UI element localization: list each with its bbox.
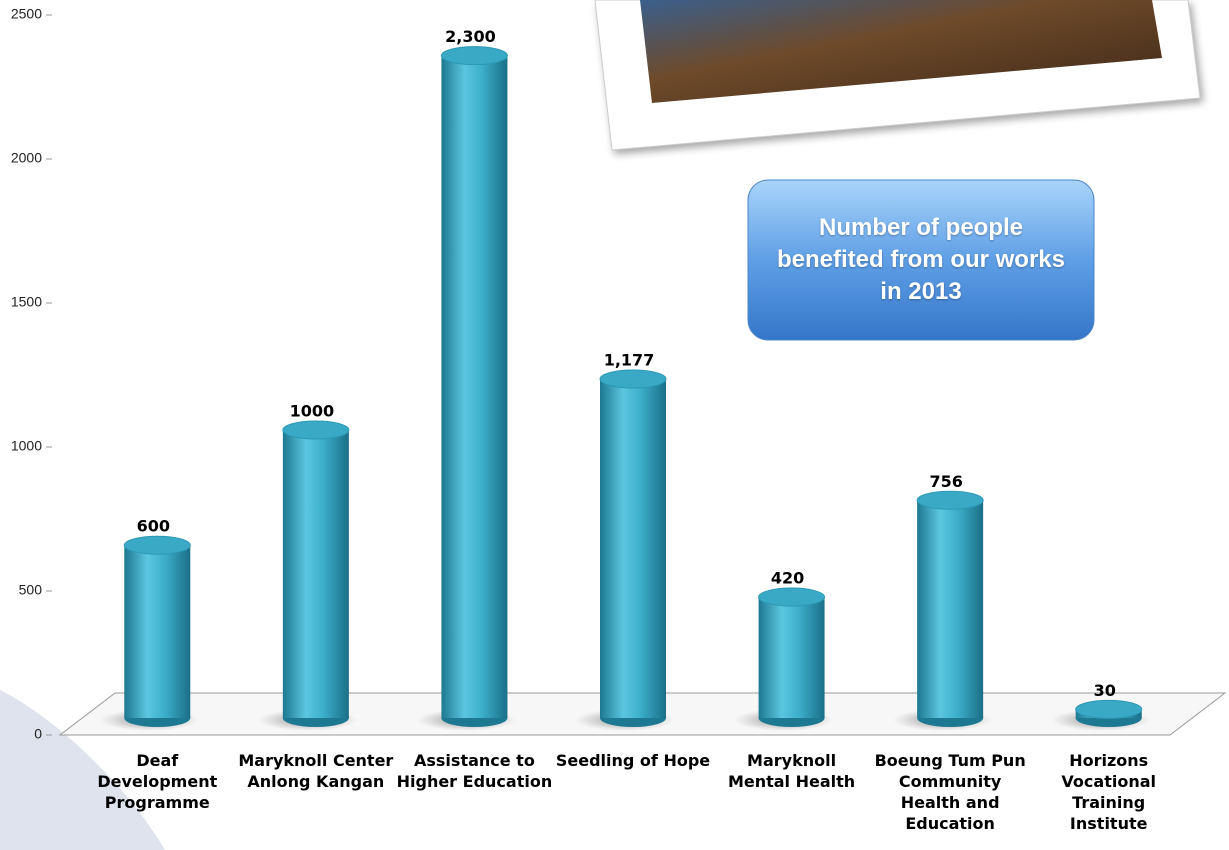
callout-box: [747, 179, 1095, 341]
y-tick-label: 1500: [11, 294, 42, 310]
callout: Number of people benefited from our work…: [776, 214, 1066, 305]
x-tick-label: Assistance to Higher Education: [396, 751, 553, 791]
bar: [441, 55, 508, 719]
x-tick-label: Horizons Vocational Training Institute: [1061, 751, 1156, 833]
x-tick-label-box: Horizons Vocational Training Institute: [1061, 751, 1156, 833]
value-label: 600: [137, 517, 170, 536]
bar: [124, 545, 191, 718]
value-label: 1000: [290, 402, 335, 421]
x-tick-label-box: Deaf Development Programme: [97, 751, 218, 812]
bar-cap: [758, 587, 826, 607]
y-tick-label: 2000: [11, 150, 42, 166]
y-tick-label: 0: [34, 726, 42, 742]
bar: [917, 500, 984, 718]
y-tick-label: 2500: [11, 6, 42, 22]
x-tick-label-box: Maryknoll Mental Health: [727, 751, 856, 791]
value-label: 756: [929, 472, 962, 491]
value-label: 2,300: [445, 27, 496, 46]
y-tick-label: 500: [19, 582, 43, 598]
y-tick-label: 1000: [11, 438, 42, 454]
x-tick-label: Maryknoll Center Anlong Kangan: [238, 751, 394, 791]
photo: [640, 0, 1162, 103]
bar-cap: [599, 369, 667, 389]
x-tick-label-box: Maryknoll Center Anlong Kangan: [238, 751, 394, 791]
value-label: 420: [771, 569, 804, 588]
chart-title: Number of people benefited from our work…: [776, 214, 1066, 305]
bar-cap: [282, 420, 350, 440]
bar-cap: [123, 535, 191, 555]
x-tick-label-box: Seedling of Hope: [555, 751, 711, 770]
x-tick-label: Boeung Tum Pun Community Health and Educ…: [874, 751, 1026, 833]
x-tick-label-box: Assistance to Higher Education: [396, 751, 553, 791]
x-tick-label: Deaf Development Programme: [97, 751, 218, 812]
decoration: [0, 690, 165, 850]
bar-cap: [916, 490, 984, 510]
bar-cap: [1075, 699, 1143, 719]
bar: [600, 379, 666, 718]
x-tick-label-box: Boeung Tum Pun Community Health and Educ…: [874, 751, 1026, 833]
x-tick-label: Seedling of Hope: [555, 751, 711, 770]
value-label: 30: [1094, 681, 1116, 700]
bar: [758, 597, 825, 718]
bar-cap: [440, 46, 508, 66]
value-label: 1,177: [604, 351, 655, 370]
x-tick-label: Maryknoll Mental Health: [727, 751, 856, 791]
bar: [282, 430, 349, 718]
